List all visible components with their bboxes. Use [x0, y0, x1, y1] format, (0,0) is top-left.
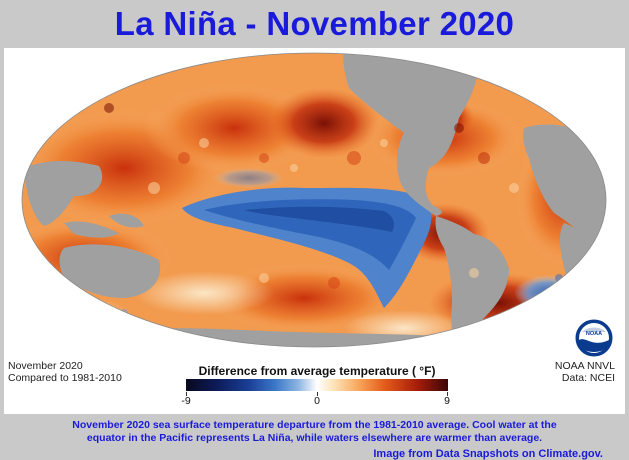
legend-tick-mid — [317, 392, 318, 396]
left-note-baseline: Compared to 1981-2010 — [8, 372, 122, 384]
legend-color-bar — [186, 379, 448, 391]
svg-text:NOAA: NOAA — [586, 331, 602, 337]
left-note-date: November 2020 — [8, 360, 83, 372]
temperature-speckles — [39, 103, 563, 317]
caption-line-1: November 2020 sea surface temperature de… — [72, 419, 557, 431]
legend-label-max: 9 — [444, 395, 450, 407]
caption: November 2020 sea surface temperature de… — [6, 419, 623, 444]
legend-tick-min — [186, 392, 187, 396]
right-note: NOAA NNVL Data: NCEI — [555, 360, 615, 384]
legend-tick-max — [447, 392, 448, 396]
right-note-source: NOAA NNVL — [554, 360, 615, 372]
legend-label-min: -9 — [181, 395, 191, 407]
figure-panel: November 2020 Compared to 1981-2010 NOAA… — [4, 48, 625, 460]
ocean-layer — [22, 53, 606, 347]
page-title: La Niña - November 2020 — [114, 5, 515, 42]
sea-surface-temperature-map — [21, 52, 607, 348]
legend-title: Difference from average temperature ( °F… — [198, 364, 436, 378]
left-note: November 2020 Compared to 1981-2010 — [8, 360, 122, 384]
noaa-logo-icon: NOAA — [574, 318, 614, 358]
legend-label-mid: 0 — [314, 395, 320, 407]
caption-line-2: equator in the Pacific represents La Niñ… — [86, 431, 543, 444]
map-outline — [21, 52, 607, 348]
right-note-data: Data: NCEI — [561, 372, 615, 384]
